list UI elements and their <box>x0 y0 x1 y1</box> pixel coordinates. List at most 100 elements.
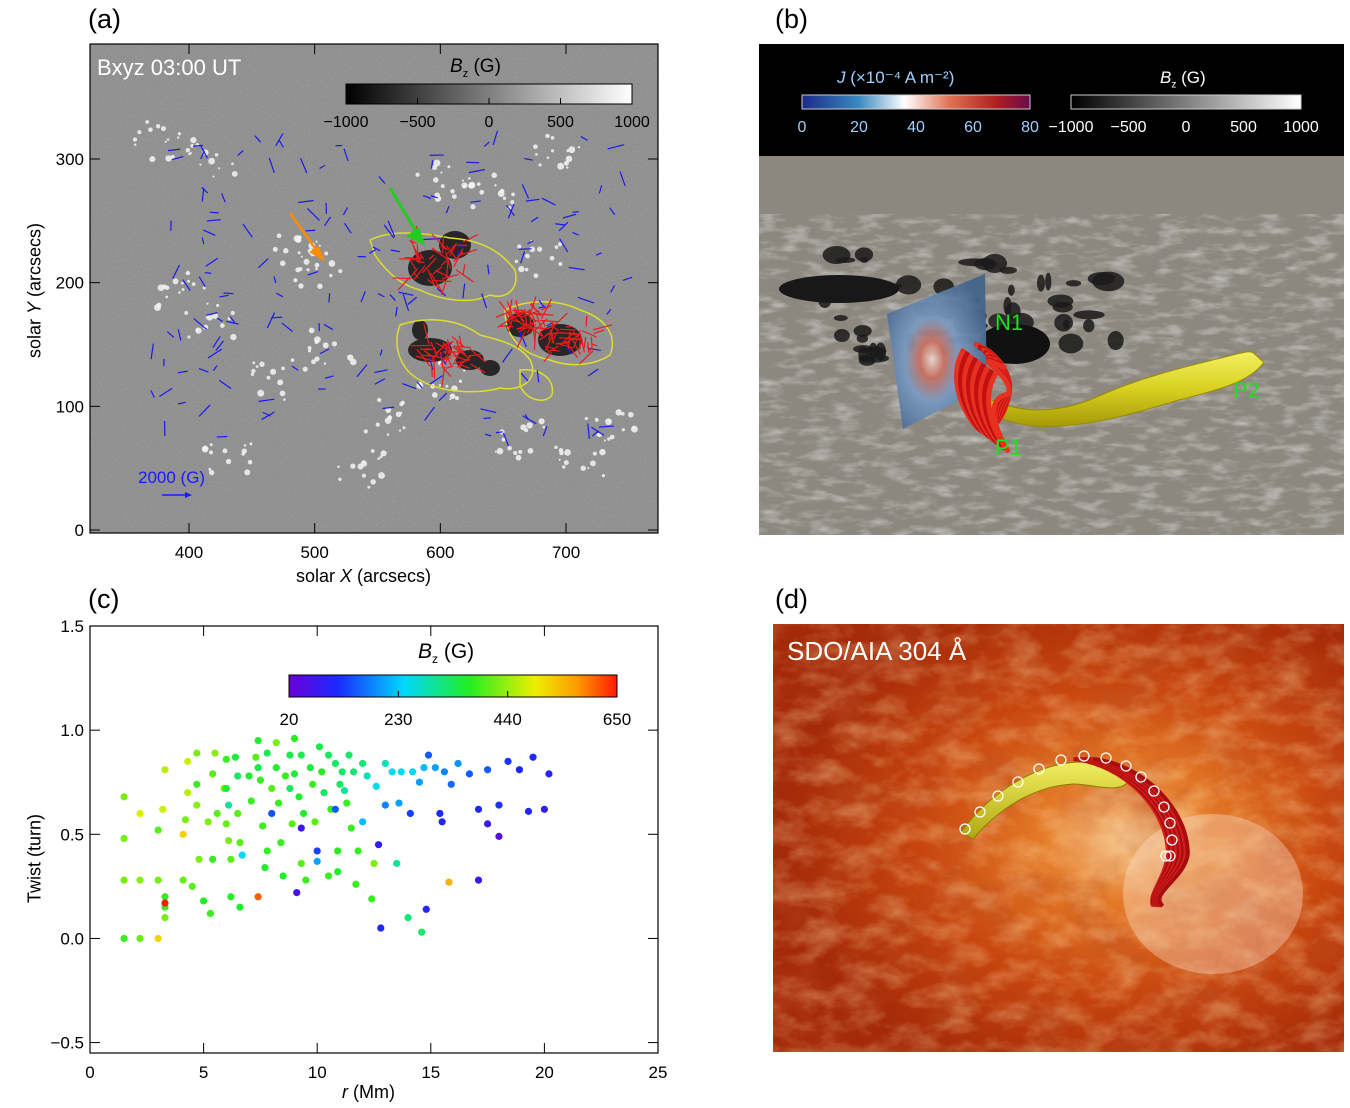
plage-blob <box>162 284 167 290</box>
plage-blob <box>499 188 505 194</box>
plage-blob <box>165 155 172 162</box>
strong-field-vector <box>452 358 471 365</box>
negative-spot <box>1058 333 1084 354</box>
field-vector <box>193 318 208 331</box>
scatter-point <box>213 809 221 818</box>
field-vector <box>595 252 602 256</box>
y-tick-label-c: 1.5 <box>60 617 84 636</box>
trace-marker <box>974 806 986 818</box>
field-vector <box>383 224 395 239</box>
scatter-point <box>381 759 389 768</box>
field-vector <box>206 219 221 222</box>
scatter-point <box>136 876 144 884</box>
plage-blob <box>216 303 220 307</box>
scatter-point <box>200 897 208 905</box>
strong-field-vector <box>433 346 437 354</box>
plage-blob <box>278 382 281 385</box>
plage-blob <box>565 155 573 163</box>
strong-field-vector <box>533 312 554 316</box>
plage-blob <box>149 156 156 163</box>
plage-blob <box>535 153 538 156</box>
strong-field-vector <box>428 254 435 260</box>
panel-a-title: Bxyz 03:00 UT <box>97 55 242 80</box>
field-vector <box>587 423 591 439</box>
strong-field-vector <box>506 301 513 316</box>
field-vector <box>328 293 331 303</box>
field-vector <box>172 264 181 279</box>
scatter-point <box>318 768 326 776</box>
panel-d-title: SDO/AIA 304 Å <box>787 636 967 666</box>
plage-blob <box>527 448 534 454</box>
field-vector <box>216 317 223 322</box>
scatter-point <box>306 764 314 772</box>
strong-field-vector <box>578 350 594 365</box>
scatter-point <box>136 809 144 818</box>
plage-blob <box>387 415 393 421</box>
strong-field-vector <box>507 319 513 333</box>
scatter-point <box>331 759 339 768</box>
plage-blob <box>249 442 253 446</box>
contour-line <box>396 319 534 393</box>
strong-field-vector <box>430 272 443 292</box>
field-vector <box>559 238 569 253</box>
plage-blob <box>165 295 169 299</box>
strong-field-vector <box>585 315 588 327</box>
field-vector <box>520 372 529 382</box>
strong-field-vector <box>508 299 513 314</box>
plage-blob <box>314 262 320 268</box>
plage-blob <box>250 372 255 377</box>
plage-blob <box>314 356 320 362</box>
negative-spot <box>858 355 876 366</box>
scatter-point <box>418 928 426 936</box>
bz-colorbar-b-tick-label: 0 <box>1182 119 1191 136</box>
strong-field-vector <box>578 336 582 348</box>
plage-blob <box>529 246 536 253</box>
plage-blob <box>318 244 321 247</box>
plage-blob <box>542 425 546 429</box>
scatter-point <box>272 739 280 747</box>
field-vector <box>177 370 188 374</box>
field-vector <box>619 171 626 187</box>
bz-b-symbol: B <box>1160 68 1172 87</box>
plage-blob <box>449 398 452 401</box>
plage-blob <box>402 426 406 430</box>
red-rope-strand-d <box>1092 757 1190 908</box>
plage-blob <box>603 439 606 442</box>
strong-field-vector <box>419 252 425 260</box>
field-vector <box>572 231 579 236</box>
scatter-point <box>381 801 389 809</box>
scatter-point <box>320 789 328 797</box>
plage-blob <box>518 266 525 273</box>
panel-b-label: (b) <box>775 4 808 34</box>
plage-blob <box>545 133 550 139</box>
field-vector <box>218 379 232 389</box>
strong-field-vector <box>392 277 412 280</box>
bz-colorbar-b-tick-label: −1000 <box>1049 119 1094 136</box>
strong-field-vector <box>427 269 435 285</box>
negative-spot <box>999 266 1018 274</box>
plage-blob <box>272 246 278 252</box>
field-vector <box>483 417 491 420</box>
field-vector <box>568 266 585 271</box>
strong-field-vector <box>440 340 454 347</box>
strong-field-vector <box>455 269 474 283</box>
field-vector <box>524 157 533 161</box>
scatter-point <box>309 780 317 788</box>
field-vector <box>458 242 465 250</box>
x-tick-label-c: 25 <box>649 1063 668 1082</box>
ylabel-a-post: (arcsecs) <box>24 222 45 302</box>
field-vector <box>182 279 191 291</box>
scatter-point <box>524 807 533 815</box>
strong-field-vector <box>447 357 453 368</box>
plage-blob <box>230 310 235 316</box>
colorbar-c-sub: z <box>432 652 439 667</box>
plage-blob <box>577 146 581 149</box>
plage-blob <box>468 181 476 189</box>
colorbar-c-tick-label: 650 <box>603 710 631 729</box>
plage-blob <box>290 358 295 362</box>
scatter-point <box>154 934 162 943</box>
j-colorbar-tick-label: 20 <box>850 119 868 136</box>
bz-b-unit: (G) <box>1176 68 1206 87</box>
strong-field-vector <box>415 260 425 264</box>
colorbar-c-unit: (G) <box>438 640 475 663</box>
